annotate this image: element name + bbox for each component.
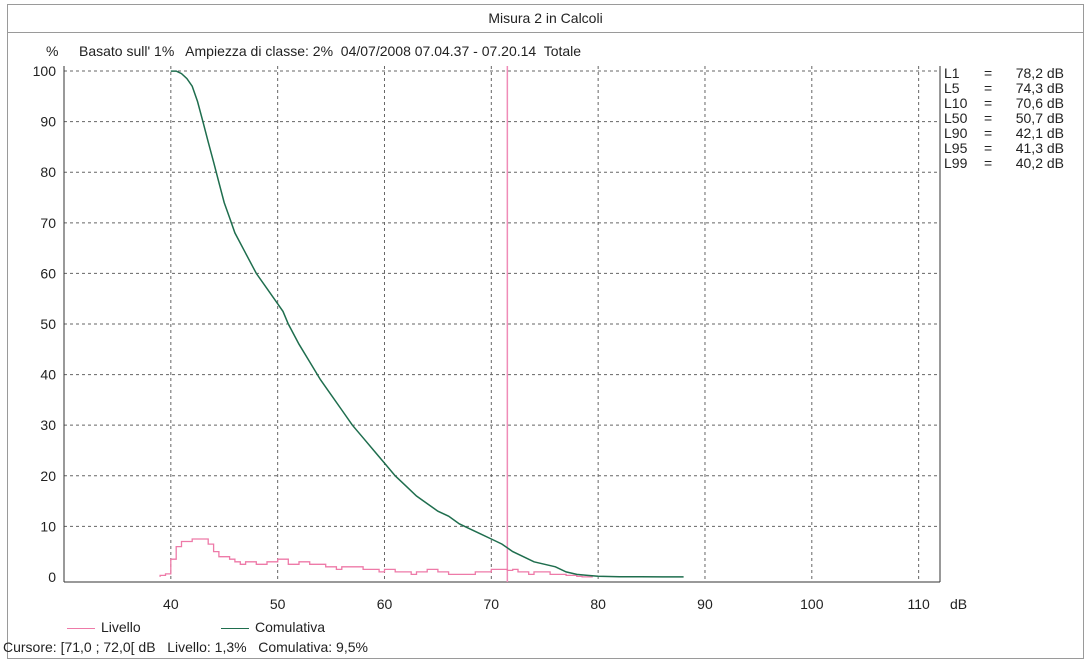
legend-item-comulativa: Comulativa [221, 619, 325, 635]
stat-eq: = [984, 126, 992, 141]
chart-grid [64, 66, 940, 582]
stat-row-l99: L99 = 40,2 dB [944, 156, 1064, 171]
legend-swatch-comulativa [221, 628, 249, 629]
x-tick-label-110: 110 [907, 596, 930, 612]
stat-eq: = [984, 81, 992, 96]
stat-name: L99 [944, 156, 967, 171]
x-tick-label-40: 40 [163, 596, 179, 612]
stat-name: L50 [944, 111, 967, 126]
series-livello-line [160, 539, 593, 577]
percentile-stats: L1 = 78,2 dB L5 = 74,3 dB L10 = 70,6 dB L50 = 50,7 … [944, 66, 1064, 171]
stat-row-l90: L90 = 42,1 dB [944, 126, 1064, 141]
y-tick-label-10: 10 [40, 518, 56, 534]
legend-item-livello: Livello [67, 619, 141, 635]
legend-label-livello: Livello [101, 619, 141, 635]
legend-label-comulativa: Comulativa [255, 619, 325, 635]
stat-val: 78,2 dB [1016, 66, 1064, 81]
legend-swatch-livello [67, 628, 95, 629]
x-tick-label-70: 70 [484, 596, 500, 612]
y-tick-label-80: 80 [40, 164, 56, 180]
y-tick-label-100: 100 [33, 63, 57, 79]
x-tick-label-80: 80 [590, 596, 606, 612]
stat-val: 42,1 dB [1016, 126, 1064, 141]
stat-row-l1: L1 = 78,2 dB [944, 66, 1064, 81]
stat-val: 41,3 dB [1016, 141, 1064, 156]
x-axis-unit-label: dB [950, 596, 967, 612]
stat-eq: = [984, 66, 992, 81]
y-tick-label-40: 40 [40, 367, 56, 383]
x-tick-label-100: 100 [800, 596, 824, 612]
stat-eq: = [984, 111, 992, 126]
stat-eq: = [984, 141, 992, 156]
x-tick-label-60: 60 [377, 596, 393, 612]
y-tick-label-20: 20 [40, 468, 56, 484]
stat-val: 40,2 dB [1016, 156, 1064, 171]
y-tick-label-60: 60 [40, 265, 56, 281]
x-tick-label-50: 50 [270, 596, 286, 612]
stat-row-l50: L50 = 50,7 dB [944, 111, 1064, 126]
stat-row-l95: L95 = 41,3 dB [944, 141, 1064, 156]
stat-name: L95 [944, 141, 967, 156]
chart-ticks: 0 10 20 30 40 50 60 70 80 90 100 40 50 60 70 80 90 100 110… [33, 63, 967, 612]
y-tick-label-30: 30 [40, 417, 56, 433]
stat-val: 50,7 dB [1016, 111, 1064, 126]
stat-row-l5: L5 = 74,3 dB [944, 81, 1064, 96]
stat-name: L10 [944, 96, 967, 111]
stat-eq: = [984, 156, 992, 171]
y-tick-label-50: 50 [40, 316, 56, 332]
stat-val: 74,3 dB [1016, 81, 1064, 96]
y-tick-label-0: 0 [48, 569, 56, 585]
stat-name: L5 [944, 81, 960, 96]
cursor-readout: Cursore: [71,0 ; 72,0[ dB Livello: 1,3% … [3, 639, 368, 655]
x-tick-label-90: 90 [697, 596, 713, 612]
y-tick-label-70: 70 [40, 215, 56, 231]
stat-eq: = [984, 96, 992, 111]
y-tick-label-90: 90 [40, 114, 56, 130]
stat-val: 70,6 dB [1016, 96, 1064, 111]
stat-row-l10: L10 = 70,6 dB [944, 96, 1064, 111]
stat-name: L90 [944, 126, 967, 141]
stat-name: L1 [944, 66, 960, 81]
